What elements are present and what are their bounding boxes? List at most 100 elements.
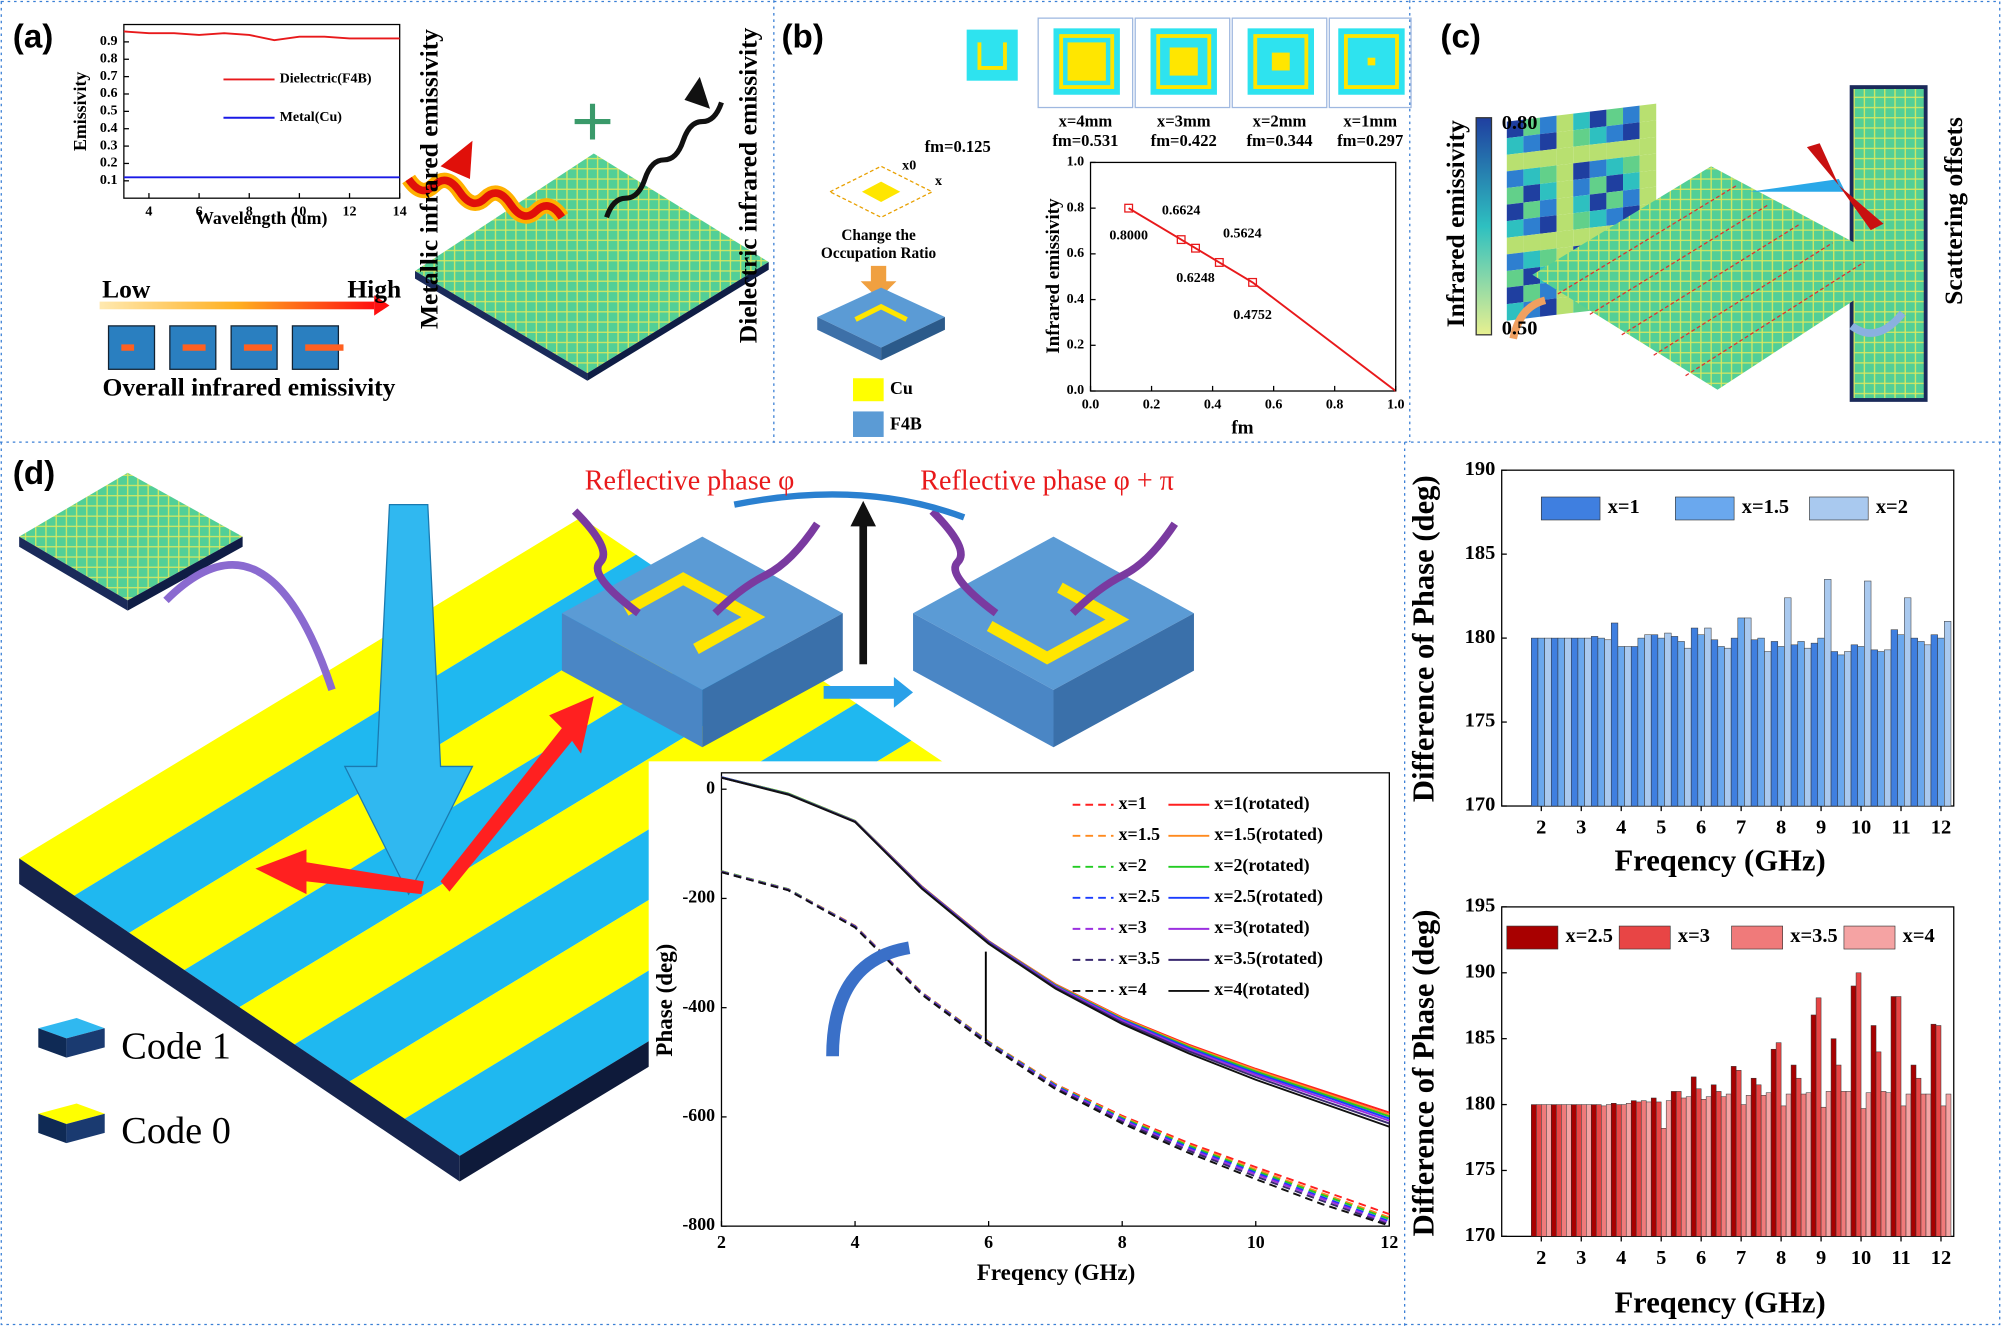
heatmap-cell: [1573, 178, 1590, 197]
annotation: fm=0.344: [1246, 131, 1312, 150]
series-line: [123, 30, 400, 42]
x-tick-label: 9: [1816, 817, 1826, 839]
value-label: 0.4752: [1233, 307, 1272, 323]
bar: [1940, 1105, 1947, 1237]
patch: [1271, 52, 1290, 71]
wave-arrow: [712, 521, 821, 616]
bar: [1650, 634, 1659, 807]
cell-rings: [1059, 34, 1399, 90]
heatmap-cell: [1506, 285, 1524, 305]
plot-frame: [720, 772, 1390, 1227]
heatmap-cell: [1523, 150, 1541, 170]
bar: [1590, 636, 1599, 807]
annotation: x: [935, 173, 942, 189]
x-tick-label: 7: [1736, 1247, 1746, 1269]
heatmap-cell: [1506, 219, 1524, 238]
x-axis-title: Freqency (GHz): [1614, 844, 1825, 878]
bar: [1944, 621, 1952, 807]
rotate-arrow: [733, 491, 966, 521]
bar: [1870, 1025, 1877, 1237]
annotation: x0: [902, 157, 916, 173]
x-tick-label: 6: [196, 203, 203, 219]
heatmap-cell: [1639, 186, 1657, 206]
tile-side: [587, 262, 769, 381]
bar: [1730, 1066, 1737, 1237]
bar: [1880, 1091, 1887, 1237]
plus: [574, 103, 611, 140]
x-tick-label: 4: [1616, 1247, 1626, 1269]
y-tick-label: 175: [1465, 710, 1496, 732]
heatmap-cell: [1623, 155, 1640, 175]
cell-side: [561, 613, 703, 748]
x-tick-label: 1.0: [1387, 396, 1405, 412]
value-label: 0.5624: [1223, 226, 1262, 242]
y-tick-label: -400: [682, 996, 715, 1016]
heatmap-cell: [1606, 190, 1624, 210]
down-arrow: [860, 265, 897, 300]
panel-d-art: [1475, 85, 1928, 402]
legend-label: x=1: [1608, 496, 1640, 518]
heatmap-cell: [1556, 146, 1574, 166]
bar: [1784, 597, 1792, 807]
bar: [1620, 1104, 1627, 1237]
unit-cell: [966, 29, 1018, 81]
bar: [1730, 637, 1739, 807]
cell-frames: [1037, 17, 1412, 109]
series-line: [721, 871, 1390, 1227]
bar: [1670, 636, 1679, 807]
bar: [1597, 637, 1605, 807]
y-tick-label: 175: [1465, 1158, 1496, 1180]
y-tick-label: 0.9: [100, 33, 118, 49]
diff-curve: [826, 941, 911, 1057]
annotation: x=4mm: [1059, 112, 1113, 131]
x-tick-label: 4: [1616, 817, 1626, 839]
series-line: [721, 776, 1390, 1128]
bar: [1710, 639, 1719, 807]
y-tick-label: 0.2: [1067, 337, 1085, 353]
bar: [1685, 1096, 1692, 1237]
bar: [1850, 985, 1857, 1237]
legend-swatch: [1843, 925, 1896, 950]
annotation: Dielectric infrared emissivity: [734, 27, 763, 343]
bar: [1797, 641, 1805, 807]
bar: [1810, 1014, 1817, 1237]
x-tick-label: 2: [717, 1232, 726, 1252]
incident-arrow: [343, 504, 474, 896]
bar: [1744, 617, 1752, 807]
bar: [1660, 1128, 1667, 1237]
x-tick-label: 12: [1931, 817, 1951, 839]
y-tick-label: 0.8: [1067, 199, 1085, 215]
bar: [1775, 1042, 1782, 1237]
bar: [1925, 1093, 1932, 1237]
y-tick-label: 190: [1465, 960, 1496, 982]
bar: [1917, 641, 1925, 807]
y-tick-label: 0.2: [100, 155, 118, 171]
bar: [1825, 1091, 1832, 1237]
bar: [1610, 622, 1619, 807]
heatmap-cell: [1589, 209, 1607, 228]
legend-f4b: [853, 411, 884, 437]
bar: [1877, 651, 1885, 807]
x-axis-title: Freqency (GHz): [977, 1260, 1135, 1285]
bar: [1755, 1084, 1762, 1237]
arrow: [1838, 185, 1884, 231]
bar: [1857, 646, 1865, 807]
code-swatch: [38, 1103, 105, 1124]
bar: [1537, 637, 1545, 807]
bar: [1835, 1064, 1842, 1237]
heatmap-cell: [1506, 119, 1524, 139]
x-tick-label: 9: [1816, 1247, 1826, 1269]
legend-label: x=2.5(rotated): [1214, 886, 1323, 907]
bar: [1664, 632, 1672, 807]
bar: [1635, 1101, 1642, 1237]
bar: [1704, 627, 1712, 807]
x-tick-label: 14: [393, 203, 407, 219]
colorbar: [1475, 117, 1493, 336]
heatmap-cell: [1523, 134, 1541, 153]
heatmap-cell: [1523, 167, 1541, 186]
x-tick-label: 12: [1931, 1247, 1951, 1269]
heatmap-cell: [1556, 163, 1574, 182]
bar: [1800, 1093, 1807, 1237]
bar: [1690, 1076, 1697, 1237]
